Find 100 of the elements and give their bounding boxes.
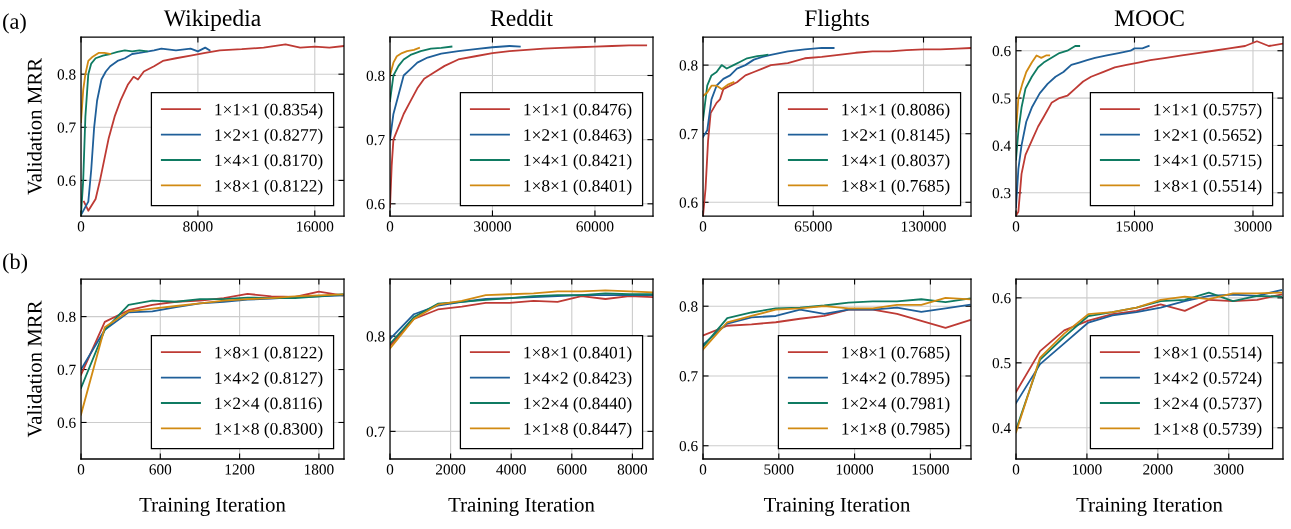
line-series: [703, 47, 835, 139]
line-series: [83, 43, 344, 212]
legend-label: 1×4×2 (0.8127): [215, 371, 323, 388]
x-tick-label: 0: [386, 221, 394, 232]
x-tick-label: 30000: [1234, 221, 1272, 232]
legend-label: 1×8×1 (0.7685): [842, 346, 950, 362]
legend-label: 1×2×1 (0.8277): [215, 128, 323, 145]
x-tick-label: 2000: [1143, 464, 1173, 475]
y-tick-label: 0.7: [679, 371, 698, 382]
legend-label: 1×4×1 (0.8170): [215, 154, 323, 170]
legend-label: 1×8×1 (0.8122): [215, 346, 323, 362]
x-tick-label: 1800: [304, 464, 334, 475]
y-tick-label: 0.3: [992, 187, 1011, 199]
text: (b): [3, 253, 28, 274]
y-tick-label: 0.6: [992, 45, 1011, 57]
x-tick-label: 8000: [617, 464, 648, 475]
x-tick-label: 0: [77, 221, 85, 232]
line-series: [1016, 40, 1283, 216]
x-tick-label: 1000: [1072, 464, 1102, 475]
y-tick-label: 0.6: [366, 198, 385, 210]
legend-label: 1×1×8 (0.8447): [524, 422, 632, 439]
legend-label: 1×2×1 (0.5652): [1154, 128, 1262, 145]
legend-label: 1×1×8 (0.5739): [1154, 422, 1262, 439]
x-axis-title: Training Iteration: [763, 497, 911, 517]
legend-label: 1×8×1 (0.8122): [215, 179, 323, 196]
x-tick-label: 0: [1012, 221, 1020, 232]
y-tick-label: 0.7: [57, 364, 76, 376]
x-tick-label: 600: [149, 464, 172, 475]
line-series: [703, 308, 971, 337]
y-tick-label: 0.7: [366, 426, 385, 437]
legend-label: 1×2×1 (0.8463): [524, 128, 632, 145]
y-axis-title: Validation MRR: [27, 300, 42, 438]
legend-label: 1×1×8 (0.8300): [215, 422, 323, 439]
legend-label: 1×4×2 (0.7895): [842, 371, 950, 388]
legend-label: 1×1×8 (0.7985): [842, 422, 950, 439]
y-tick-label: 0.4: [992, 422, 1011, 434]
y-tick-label: 0.7: [679, 128, 698, 140]
x-tick-label: 2000: [435, 464, 466, 475]
y-tick-label: 0.6: [57, 417, 76, 428]
y-tick-label: 0.4: [992, 140, 1011, 151]
x-tick-label: 0: [1012, 464, 1020, 475]
y-tick-label: 0.5: [992, 357, 1011, 369]
y-tick-label: 0.7: [366, 134, 385, 146]
x-tick-label: 15000: [912, 464, 949, 475]
legend-label: 1×1×1 (0.8354): [215, 103, 323, 119]
y-tick-label: 0.6: [57, 175, 76, 186]
x-tick-label: 6000: [557, 464, 587, 475]
x-tick-label: 60000: [576, 221, 614, 232]
x-tick-label: 130000: [901, 221, 946, 232]
y-tick-label: 0.8: [366, 331, 385, 342]
y-tick-label: 0.5: [992, 93, 1011, 104]
legend-label: 1×8×1 (0.5514): [1154, 179, 1262, 196]
x-axis-title: Training Iteration: [1076, 497, 1223, 517]
chart-title: Wikipedia: [163, 9, 261, 31]
line-series: [703, 81, 735, 97]
legend-label: 1×8×1 (0.8401): [524, 346, 632, 362]
x-tick-label: 1200: [225, 464, 255, 475]
x-tick-label: 10000: [836, 464, 874, 475]
x-tick-label: 15000: [1116, 221, 1154, 232]
y-tick-label: 0.8: [57, 311, 76, 323]
legend-label: 1×2×4 (0.8440): [524, 397, 632, 413]
line-series: [703, 303, 971, 346]
legend-label: 1×4×1 (0.8037): [842, 154, 950, 170]
x-tick-label: 0: [386, 464, 394, 475]
x-tick-label: 8000: [183, 221, 213, 232]
y-tick-label: 0.8: [366, 70, 385, 82]
x-tick-label: 5000: [764, 464, 794, 475]
legend-label: 1×2×1 (0.8145): [842, 128, 950, 145]
y-tick-label: 0.6: [679, 197, 698, 208]
legend-label: 1×2×4 (0.5737): [1154, 397, 1262, 413]
y-axis-title: Validation MRR: [27, 57, 42, 195]
legend-label: 1×4×1 (0.8421): [524, 154, 632, 170]
x-tick-label: 65000: [794, 221, 832, 232]
chart-title: Flights: [804, 9, 869, 31]
text: (a): [3, 13, 26, 34]
legend-label: 1×1×1 (0.8086): [842, 103, 950, 119]
legend-label: 1×8×1 (0.8401): [524, 179, 632, 196]
x-tick-label: 3000: [1214, 464, 1244, 475]
legend-label: 1×1×1 (0.5757): [1154, 103, 1262, 119]
y-tick-label: 0.6: [679, 440, 698, 452]
legend-label: 1×2×4 (0.8116): [215, 397, 322, 413]
x-tick-label: 16000: [297, 221, 334, 232]
chart-title: MOOC: [1114, 10, 1184, 27]
y-tick-label: 0.8: [57, 69, 76, 80]
x-axis-title: Training Iteration: [448, 497, 595, 517]
x-axis-title: Training Iteration: [139, 497, 286, 517]
x-tick-label: 0: [699, 464, 707, 475]
legend-label: 1×8×1 (0.7685): [842, 179, 950, 196]
legend-label: 1×4×2 (0.5724): [1154, 371, 1262, 388]
legend-label: 1×2×4 (0.7981): [842, 397, 950, 413]
legend-label: 1×1×1 (0.8476): [524, 103, 632, 119]
chart-title: Reddit: [490, 9, 553, 27]
x-tick-label: 0: [77, 464, 85, 475]
x-tick-label: 4000: [496, 464, 526, 475]
y-tick-label: 0.8: [679, 301, 698, 312]
legend-label: 1×4×2 (0.8423): [524, 371, 632, 388]
legend-label: 1×8×1 (0.5514): [1154, 346, 1262, 362]
y-tick-label: 0.8: [679, 60, 698, 71]
y-tick-label: 0.6: [992, 292, 1011, 304]
y-tick-label: 0.7: [57, 122, 76, 133]
